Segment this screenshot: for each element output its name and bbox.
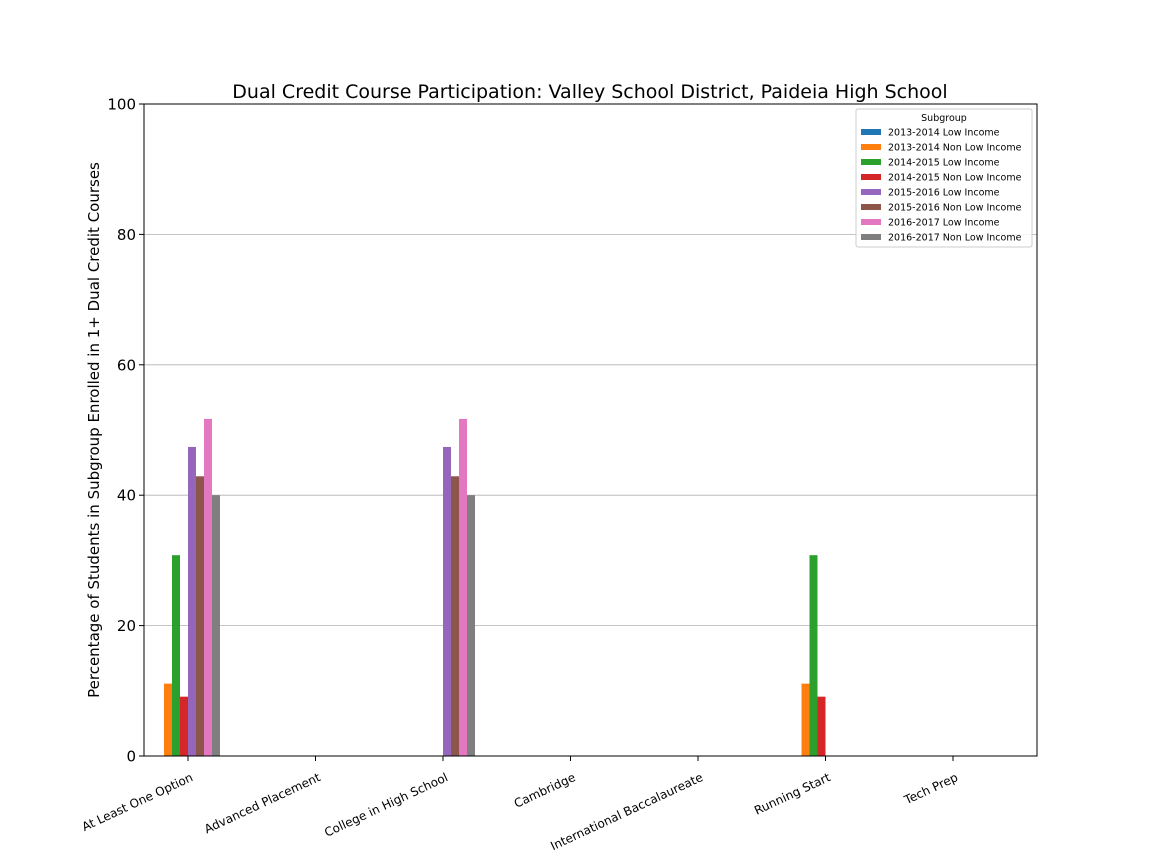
chart-title: Dual Credit Course Participation: Valley… — [232, 81, 947, 103]
bar — [809, 555, 818, 756]
legend-swatch — [861, 219, 881, 225]
legend-swatch — [861, 144, 881, 150]
y-tick-label: 100 — [107, 96, 136, 114]
legend-label: 2013-2014 Low Income — [888, 128, 1000, 139]
legend-swatch — [861, 204, 881, 210]
bar — [188, 446, 196, 756]
legend-swatch — [861, 159, 881, 165]
legend-label: 2014-2015 Low Income — [888, 158, 1000, 169]
bar — [817, 696, 826, 756]
bar — [443, 446, 451, 756]
legend-label: 2016-2017 Non Low Income — [888, 233, 1022, 244]
y-axis-ticks: 0 20 40 60 80 100 — [107, 96, 144, 766]
y-axis-label: Percentage of Students in Subgroup Enrol… — [85, 162, 103, 698]
y-tick-label: 20 — [117, 617, 136, 635]
bar — [467, 495, 475, 756]
bar — [180, 696, 188, 756]
legend-label: 2015-2016 Non Low Income — [888, 203, 1022, 214]
legend-items: 2013-2014 Low Income 2013-2014 Non Low In… — [861, 128, 1022, 244]
legend-swatch — [861, 174, 881, 180]
bar — [451, 476, 459, 756]
y-tick-label: 40 — [117, 487, 136, 505]
legend-label: 2013-2014 Non Low Income — [888, 143, 1022, 154]
bar — [204, 418, 212, 756]
legend-label: 2014-2015 Non Low Income — [888, 173, 1022, 184]
legend-swatch — [861, 234, 881, 240]
bars — [164, 418, 826, 756]
legend-swatch — [861, 189, 881, 195]
y-tick-label: 80 — [117, 226, 136, 244]
legend-label: 2015-2016 Low Income — [888, 188, 1000, 199]
legend: Subgroup 2013-2014 Low Income 2013-2014 N… — [855, 108, 1033, 248]
bar — [212, 495, 220, 756]
plot-frame — [143, 103, 1038, 757]
bar — [172, 555, 180, 756]
bar — [459, 418, 467, 756]
bar — [801, 683, 810, 756]
legend-swatch — [861, 129, 881, 135]
bar — [164, 683, 172, 756]
y-tick-label: 0 — [126, 748, 136, 766]
y-tick-label: 60 — [117, 356, 136, 374]
legend-title: Subgroup — [921, 113, 967, 124]
legend-box — [855, 108, 1033, 248]
bar — [196, 476, 204, 756]
legend-label: 2016-2017 Low Income — [888, 218, 1000, 229]
gridlines — [144, 233, 1037, 626]
